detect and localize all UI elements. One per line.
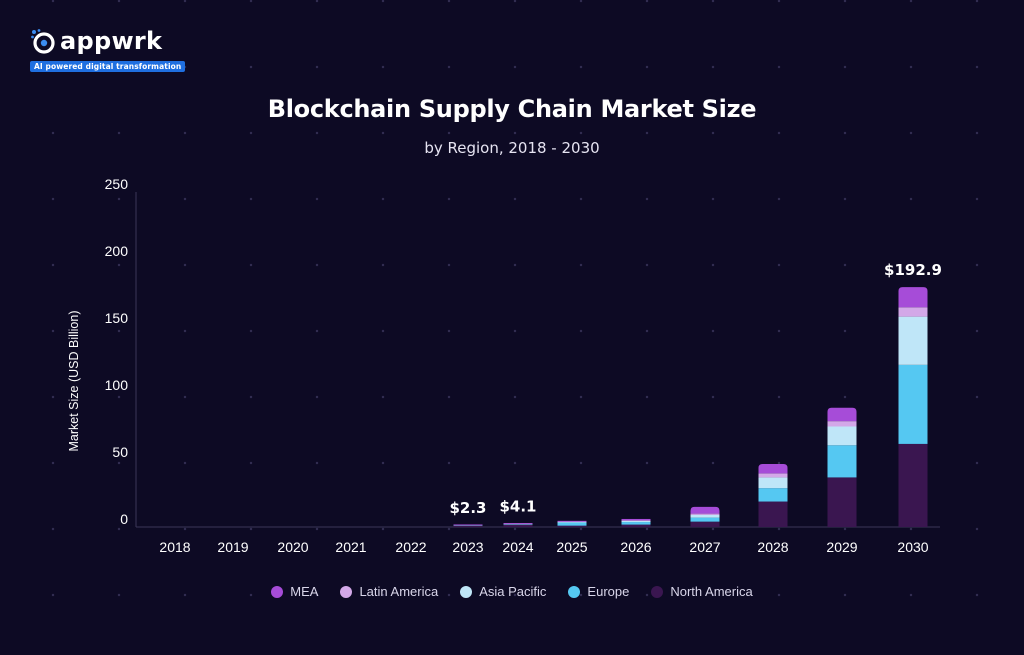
bar-mea-2026 xyxy=(621,518,651,521)
bar-north-america-2023 xyxy=(453,525,483,527)
bar-mea-2023 xyxy=(453,524,483,526)
legend-item-asia-pacific: Asia Pacific xyxy=(460,584,546,599)
y-axis-label: Market Size (USD Billion) xyxy=(67,310,81,451)
data-label-2030: $192.9 xyxy=(884,261,942,279)
x-tick-label: 2019 xyxy=(217,539,248,555)
legend-label: Latin America xyxy=(359,584,439,599)
bar-latin-america-2027 xyxy=(690,513,720,515)
legend-item-latin-america: Latin America xyxy=(340,584,438,599)
legend-item-north-america: North America xyxy=(651,584,753,599)
brand-tagline: AI powered digital transformation xyxy=(30,61,186,72)
y-tick-label: 150 xyxy=(105,310,129,326)
bar-europe-2025 xyxy=(557,522,587,526)
bar-mea-2028 xyxy=(758,464,788,474)
x-tick-label: 2030 xyxy=(897,539,928,555)
bar-asia-pacific-2027 xyxy=(690,514,720,518)
bar-north-america-2027 xyxy=(690,521,720,527)
legend-swatch-icon xyxy=(340,585,353,598)
x-tick-label: 2020 xyxy=(277,539,308,555)
bar-north-america-2028 xyxy=(758,501,788,527)
brand-logo: appwrk AI powered digital transformation xyxy=(30,27,186,73)
legend-swatch-icon xyxy=(568,585,581,598)
y-tick-label: 100 xyxy=(105,377,129,393)
brand-name: appwrk xyxy=(60,27,163,55)
x-tick-label: 2021 xyxy=(335,539,366,555)
bar-asia-pacific-2029 xyxy=(827,426,857,446)
bar-mea-2027 xyxy=(690,506,720,514)
x-tick-label: 2018 xyxy=(159,539,190,555)
bar-latin-america-2026 xyxy=(621,520,651,521)
x-tick-label: 2029 xyxy=(826,539,857,555)
y-tick-label: 250 xyxy=(105,176,129,192)
legend-label: Asia Pacific xyxy=(479,584,547,599)
bar-mea-2025 xyxy=(557,520,587,522)
bar-asia-pacific-2028 xyxy=(758,477,788,489)
bar-latin-america-2030 xyxy=(898,307,928,317)
bar-north-america-2024 xyxy=(503,524,533,527)
legend-item-mea: MEA xyxy=(271,584,318,599)
bar-asia-pacific-2026 xyxy=(621,520,651,523)
bar-asia-pacific-2025 xyxy=(557,521,587,523)
legend-swatch-icon xyxy=(271,585,284,598)
chart-legend: MEA Latin America Asia Pacific Europe North … xyxy=(0,584,1024,599)
bar-europe-2030 xyxy=(898,364,928,444)
x-tick-label: 2028 xyxy=(757,539,788,555)
bar-mea-2024 xyxy=(503,523,533,524)
bar-latin-america-2029 xyxy=(827,421,857,427)
legend-item-europe: Europe xyxy=(568,584,629,599)
legend-label: MEA xyxy=(290,584,319,599)
data-label-2023: $2.3 xyxy=(449,499,486,517)
bar-europe-2029 xyxy=(827,445,857,478)
x-tick-label: 2025 xyxy=(556,539,587,555)
legend-swatch-icon xyxy=(651,585,664,598)
bar-north-america-2029 xyxy=(827,477,857,527)
bar-europe-2027 xyxy=(690,517,720,522)
bar-mea-2029 xyxy=(827,407,857,422)
x-tick-label: 2024 xyxy=(502,539,533,555)
chart-subtitle: by Region, 2018 - 2030 xyxy=(424,139,600,157)
legend-label: North America xyxy=(670,584,753,599)
y-tick-label: 200 xyxy=(105,243,129,259)
bar-north-america-2026 xyxy=(621,524,651,527)
x-tick-label: 2027 xyxy=(689,539,720,555)
appwrk-logo-icon xyxy=(31,29,55,54)
bar-latin-america-2028 xyxy=(758,473,788,478)
bar-north-america-2030 xyxy=(898,443,928,527)
bar-mea-2030 xyxy=(898,287,928,308)
bar-north-america-2025 xyxy=(557,525,587,527)
bar-europe-2024 xyxy=(503,523,533,525)
bar-europe-2026 xyxy=(621,522,651,525)
y-tick-label: 50 xyxy=(112,444,128,460)
x-tick-label: 2022 xyxy=(395,539,426,555)
y-tick-label: 0 xyxy=(120,511,128,527)
legend-label: Europe xyxy=(587,584,630,599)
bar-europe-2028 xyxy=(758,488,788,502)
legend-swatch-icon xyxy=(460,585,473,598)
x-tick-label: 2026 xyxy=(620,539,651,555)
chart-title: Blockchain Supply Chain Market Size xyxy=(267,95,757,123)
data-label-2024: $4.1 xyxy=(499,498,536,516)
bar-asia-pacific-2030 xyxy=(898,316,928,365)
x-tick-label: 2023 xyxy=(452,539,483,555)
